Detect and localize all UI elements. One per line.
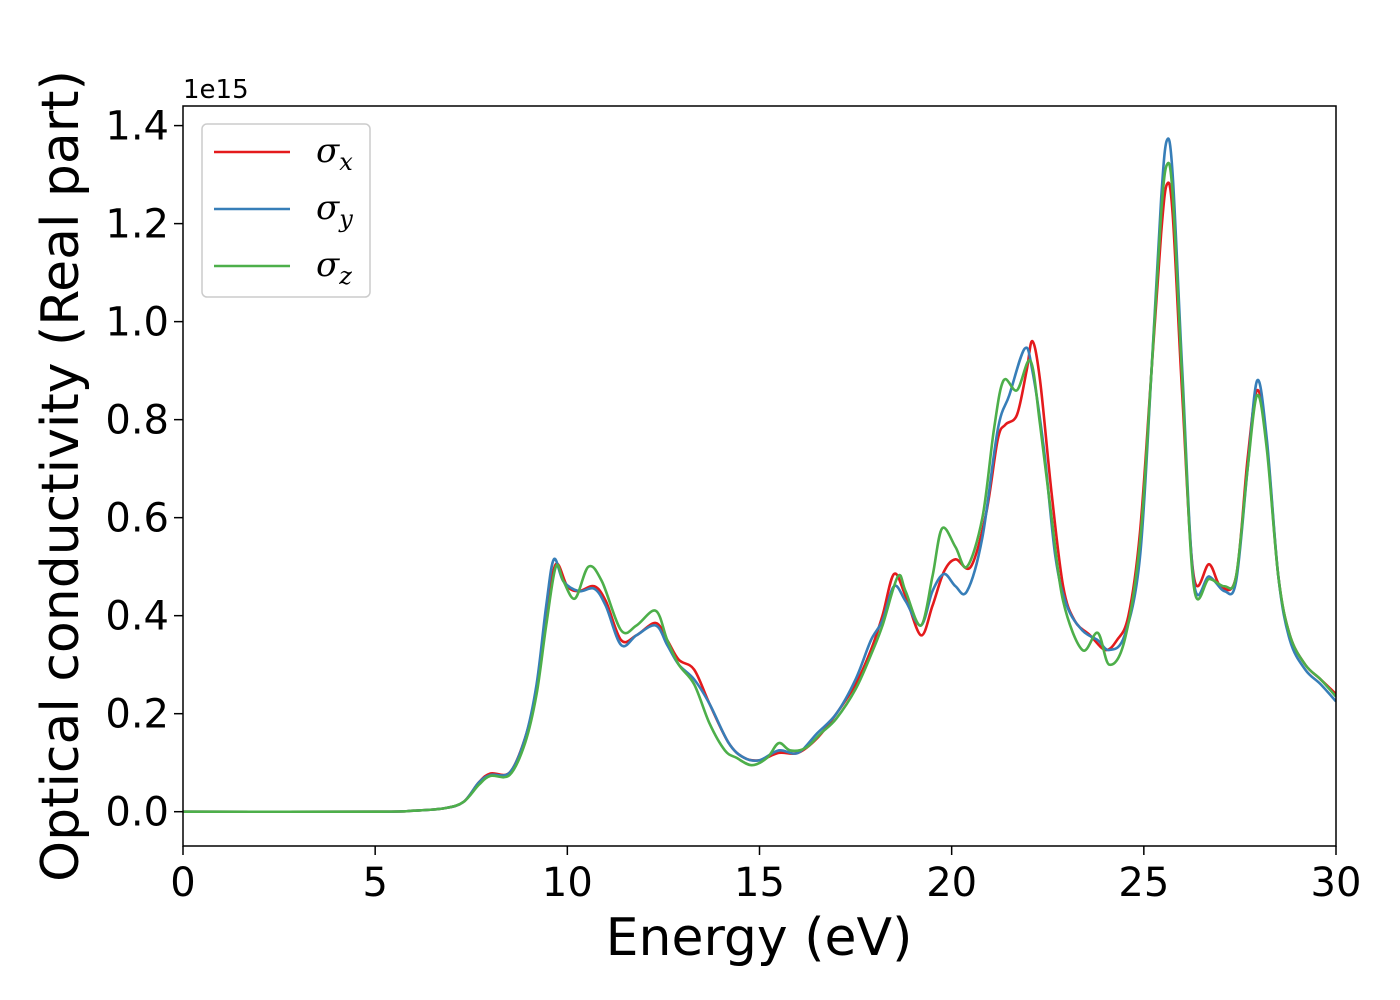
y-axis-label: Optical conductivity (Real part) bbox=[31, 70, 91, 882]
x-tick-label: 10 bbox=[542, 860, 593, 906]
x-axis-label: Energy (eV) bbox=[606, 908, 913, 968]
series-layer bbox=[183, 137, 1336, 814]
y-tick-label: 1.2 bbox=[105, 202, 169, 248]
legend-box bbox=[201, 123, 371, 298]
x-tick-label: 25 bbox=[1118, 860, 1169, 906]
y-tick-label: 0.6 bbox=[105, 496, 169, 542]
legend: σx σy σz bbox=[201, 123, 371, 298]
y-tick-label: 1.0 bbox=[105, 300, 169, 346]
y-tick-label: 0.4 bbox=[105, 594, 169, 640]
x-tick-label: 30 bbox=[1311, 860, 1362, 906]
x-tick-label: 20 bbox=[926, 860, 977, 906]
x-axis-ticks: 0 5 10 15 20 25 30 bbox=[170, 846, 1361, 906]
series-line-sigma-z bbox=[183, 161, 1336, 814]
legend-label-sigma-z: σz bbox=[316, 245, 352, 290]
y-tick-label: 1.4 bbox=[105, 104, 169, 150]
y-tick-label: 0.8 bbox=[105, 398, 169, 444]
legend-label-sigma-y: σy bbox=[316, 188, 353, 233]
y-tick-label: 0.2 bbox=[105, 692, 169, 738]
x-tick-label: 0 bbox=[170, 860, 195, 906]
legend-label-sigma-x: σx bbox=[316, 131, 353, 176]
x-tick-label: 5 bbox=[362, 860, 387, 906]
x-tick-label: 15 bbox=[734, 860, 785, 906]
y-axis-ticks: 0.0 0.2 0.4 0.6 0.8 1.0 1.2 1.4 bbox=[105, 104, 183, 836]
y-tick-label: 0.0 bbox=[105, 790, 169, 836]
y-axis-offset-label: 1e15 bbox=[183, 75, 249, 105]
